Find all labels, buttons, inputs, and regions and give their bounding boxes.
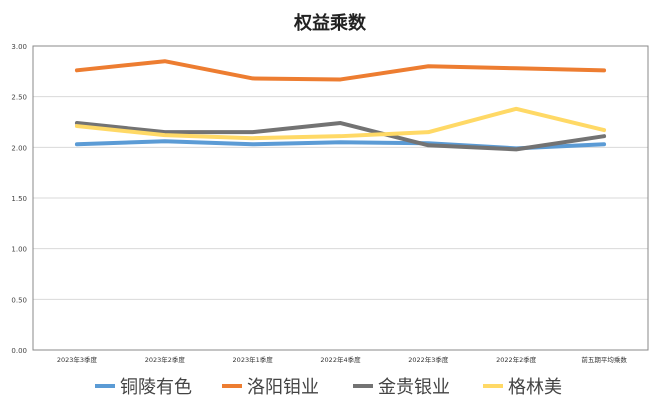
series-line: [74, 59, 607, 82]
x-tick-label: 2022年4季度: [320, 355, 361, 364]
y-tick-label: 3.00: [11, 43, 27, 51]
x-tick-label: 2022年2季度: [496, 355, 537, 364]
legend-label: 洛阳钼业: [247, 377, 319, 398]
y-tick-label: 1.00: [11, 246, 27, 254]
x-tick-label: 前五期平均乘数: [581, 355, 627, 364]
y-tick-label: 2.50: [11, 94, 27, 102]
x-tick-label: 2023年2季度: [145, 355, 186, 364]
chart-title: 权益乘数: [293, 12, 367, 34]
legend-label: 格林美: [508, 377, 562, 398]
x-tick-label: 2023年3季度: [57, 355, 98, 364]
y-tick-label: 0.00: [11, 347, 27, 355]
y-tick-label: 0.50: [11, 296, 27, 304]
legend-label: 金贵银业: [378, 377, 450, 398]
x-tick-label: 2023年1季度: [233, 355, 274, 364]
x-tick-label: 2022年3季度: [408, 355, 449, 364]
legend-label: 铜陵有色: [120, 377, 192, 398]
plot-border: [32, 45, 649, 351]
y-tick-label: 2.00: [11, 144, 27, 152]
y-tick-label: 1.50: [11, 195, 27, 203]
